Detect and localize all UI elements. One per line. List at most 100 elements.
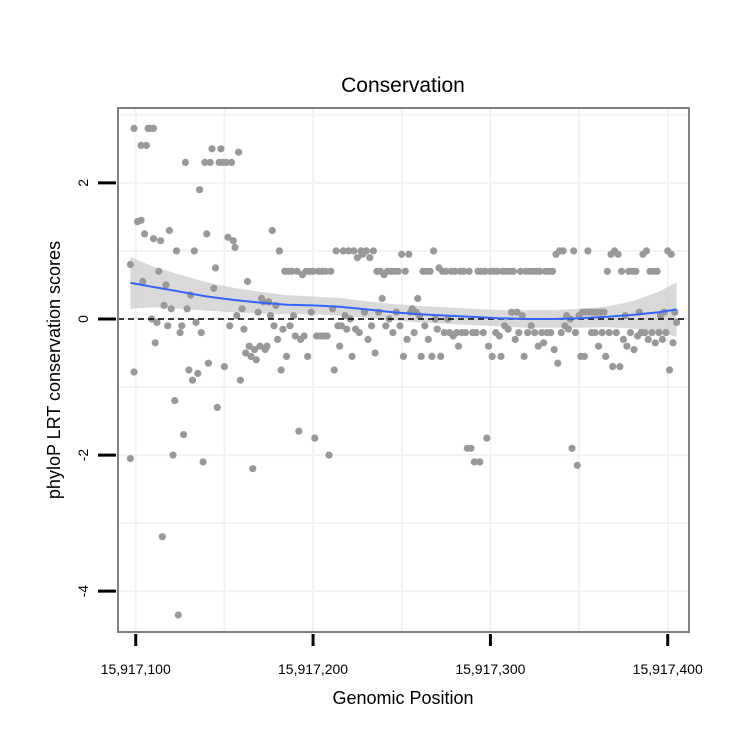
data-point	[399, 352, 408, 360]
data-point	[550, 346, 558, 354]
data-point	[211, 264, 220, 272]
data-point	[424, 335, 432, 343]
data-point	[667, 250, 675, 258]
data-point	[485, 342, 493, 350]
data-point	[389, 329, 397, 337]
data-point	[158, 533, 166, 541]
data-point	[247, 352, 255, 360]
data-point	[130, 124, 138, 132]
data-point	[217, 145, 225, 153]
data-point	[527, 322, 535, 330]
data-point	[149, 235, 158, 243]
data-point	[440, 329, 448, 337]
data-point	[343, 325, 351, 333]
data-point	[199, 458, 207, 466]
data-point	[240, 325, 248, 333]
data-point	[266, 312, 275, 320]
data-point	[171, 397, 179, 405]
data-points	[126, 124, 681, 619]
x-tick-label: 15,917,400	[633, 661, 703, 677]
data-point	[227, 158, 236, 166]
data-point	[311, 434, 319, 442]
data-point	[451, 267, 459, 275]
data-point	[169, 451, 177, 459]
y-tick-label: 2	[75, 179, 91, 187]
data-point	[618, 267, 626, 275]
data-point	[245, 342, 253, 350]
plot-area	[117, 107, 690, 633]
y-tick-label: 0	[75, 315, 91, 323]
data-point	[648, 329, 656, 337]
data-point	[371, 349, 379, 357]
data-point	[515, 329, 523, 337]
x-tick-label: 15,917,100	[101, 661, 171, 677]
data-point	[242, 349, 250, 357]
data-point	[531, 329, 539, 337]
confidence-band	[130, 257, 677, 337]
data-point	[325, 451, 333, 459]
data-point	[274, 335, 282, 343]
data-point	[263, 342, 271, 350]
data-point	[362, 247, 370, 255]
data-point	[394, 267, 402, 275]
data-point	[540, 339, 548, 347]
data-point	[254, 308, 262, 316]
data-point	[344, 247, 353, 255]
data-point	[619, 335, 628, 343]
data-point	[233, 312, 241, 320]
data-point	[437, 352, 445, 360]
data-point	[307, 308, 315, 316]
data-point	[600, 308, 608, 316]
y-tick-label: -2	[75, 449, 91, 462]
data-point	[538, 329, 546, 337]
data-point	[598, 329, 606, 337]
data-point	[616, 363, 624, 371]
data-point	[509, 267, 517, 275]
data-point	[534, 342, 542, 350]
data-point	[465, 267, 473, 275]
data-point	[149, 124, 158, 132]
data-point	[653, 267, 661, 275]
data-point	[220, 363, 228, 371]
data-point	[470, 458, 478, 466]
data-point	[157, 237, 165, 245]
data-point	[651, 339, 659, 347]
data-point	[279, 325, 287, 333]
data-point	[183, 305, 191, 313]
data-point	[249, 465, 257, 473]
data-point	[236, 376, 244, 384]
data-point	[626, 329, 635, 337]
data-point	[190, 247, 198, 255]
data-point	[524, 329, 532, 337]
data-point	[336, 342, 344, 350]
data-point	[224, 233, 232, 241]
data-point	[410, 329, 418, 337]
data-point	[250, 346, 259, 354]
data-point	[304, 352, 312, 360]
data-point	[481, 267, 489, 275]
data-point	[557, 329, 565, 337]
data-point	[401, 267, 409, 275]
data-point	[355, 329, 363, 337]
data-point	[188, 376, 197, 384]
data-point	[570, 247, 578, 255]
data-point	[309, 267, 317, 275]
data-point	[130, 368, 138, 376]
data-point	[497, 352, 505, 360]
data-point	[196, 186, 204, 194]
data-point	[174, 611, 182, 619]
data-point	[160, 301, 168, 309]
data-point	[495, 332, 503, 340]
data-point	[431, 315, 439, 323]
data-point	[548, 267, 557, 275]
data-point	[641, 329, 649, 337]
data-point	[644, 335, 652, 343]
data-point	[426, 267, 434, 275]
data-point	[442, 267, 450, 275]
data-point	[201, 158, 209, 166]
data-point	[642, 247, 651, 255]
data-point	[243, 277, 252, 286]
data-point	[460, 267, 468, 275]
data-point	[366, 254, 374, 262]
x-tick-label: 15,917,200	[278, 661, 348, 677]
